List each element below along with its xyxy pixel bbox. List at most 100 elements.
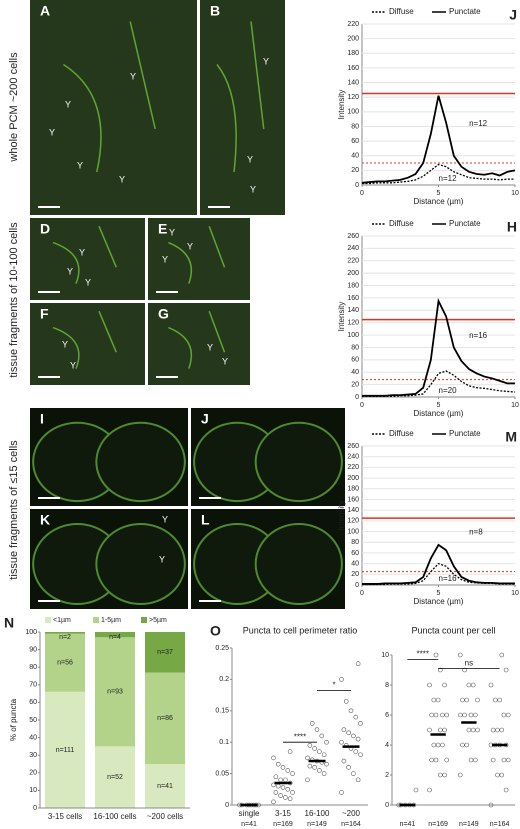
data-point <box>429 712 434 718</box>
data-point <box>462 667 467 673</box>
data-point <box>460 697 465 703</box>
data-point <box>457 652 463 658</box>
data-point <box>435 742 441 748</box>
y-tick-label: 2 <box>385 772 389 779</box>
side-label: tissue fragments of 10-100 cells <box>8 222 20 378</box>
x-axis-label: Distance (µm) <box>414 597 464 606</box>
data-point <box>435 697 441 703</box>
data-point <box>321 752 327 758</box>
data-point <box>305 755 310 761</box>
chart-title: Puncta to cell perimeter ratio <box>243 625 358 635</box>
bar-segment <box>145 764 185 808</box>
panel-letter: H <box>507 219 517 235</box>
y-tick-label: 160 <box>347 295 359 302</box>
panel-letter: B <box>210 3 220 19</box>
y-tick-label: 180 <box>347 486 359 493</box>
data-point <box>271 782 276 788</box>
y-tick-label: 0.1 <box>219 739 229 746</box>
legend-label: <1µm <box>53 617 71 624</box>
data-point <box>442 772 447 778</box>
series-line <box>362 543 515 585</box>
data-point <box>442 682 447 688</box>
legend-label: Diffuse <box>389 7 414 16</box>
data-point <box>444 712 450 718</box>
data-point <box>473 757 478 763</box>
y-tick-label: 30 <box>29 752 37 759</box>
data-point <box>462 712 467 718</box>
data-point <box>457 712 463 718</box>
side-label: whole PCM ~200 cells <box>8 52 20 163</box>
data-point <box>427 787 432 793</box>
data-point <box>317 768 322 773</box>
data-point <box>499 727 505 733</box>
data-point <box>339 677 344 682</box>
data-point <box>437 772 443 778</box>
bar-segment <box>145 632 185 673</box>
annotation: n=20 <box>439 386 458 395</box>
y-tick-label: 160 <box>347 65 359 72</box>
bar-segment <box>45 691 85 808</box>
data-point <box>353 714 359 720</box>
data-point <box>493 697 498 703</box>
y-tick-label: 0 <box>355 582 359 589</box>
y-tick-label: 200 <box>347 270 359 277</box>
x-tick-label: 3-15 cells <box>48 812 82 821</box>
panel-letter: D <box>40 221 50 237</box>
y-tick-label: 0.2 <box>219 676 229 683</box>
bar-segment <box>95 637 135 747</box>
panel-letter: O <box>210 623 221 639</box>
x-tick-label: ~200 cells <box>147 812 183 821</box>
y-tick-label: 260 <box>347 233 359 240</box>
data-point <box>490 727 496 733</box>
significance-label: ns <box>465 659 473 668</box>
data-point <box>278 777 283 783</box>
cell-mark: Y <box>62 339 68 349</box>
annotation: n=12 <box>439 174 458 183</box>
data-point <box>353 749 359 754</box>
y-tick-label: 70 <box>29 682 37 689</box>
micrograph <box>148 303 250 385</box>
annotation: n=12 <box>469 119 488 128</box>
segment-label: n=52 <box>107 774 123 781</box>
cell-mark: Y <box>77 160 83 170</box>
legend-swatch <box>93 617 99 623</box>
y-tick-label: 100 <box>347 109 359 116</box>
y-tick-label: 10 <box>381 652 389 659</box>
cell-mark: Y <box>263 56 269 66</box>
data-point <box>283 795 288 800</box>
micrograph <box>148 218 250 300</box>
membrane <box>168 225 226 284</box>
data-point <box>431 742 437 748</box>
x-axis-label: Distance (µm) <box>414 197 464 206</box>
y-tick-label: 100 <box>25 629 37 636</box>
segment-label: n=2 <box>59 634 71 641</box>
data-point <box>505 712 511 718</box>
data-point <box>437 667 443 673</box>
n-label: n=169 <box>273 821 293 828</box>
data-point <box>475 727 480 733</box>
data-point <box>351 733 356 739</box>
panel-letter: L <box>201 512 210 528</box>
legend-label: Punctate <box>449 429 481 438</box>
annotation: n=16 <box>469 331 488 340</box>
data-point <box>307 743 313 748</box>
data-point <box>464 742 470 748</box>
n-label: n=149 <box>307 821 327 828</box>
data-point <box>427 682 432 688</box>
data-point <box>473 712 478 718</box>
x-tick-label: 10 <box>511 590 519 597</box>
significance-label: **** <box>294 732 306 741</box>
legend-label: 1-5µm <box>101 617 121 624</box>
data-point <box>280 765 286 770</box>
segment-label: n=111 <box>56 747 75 754</box>
n-label: n=41 <box>241 821 257 828</box>
n-label: n=169 <box>428 821 448 828</box>
data-point <box>312 746 317 751</box>
data-point <box>339 739 344 745</box>
data-point <box>285 786 291 792</box>
data-point <box>278 793 283 798</box>
cell-mark: Y <box>67 266 73 276</box>
y-tick-label: 50 <box>29 717 37 724</box>
data-point <box>319 733 325 739</box>
data-point <box>317 749 322 754</box>
